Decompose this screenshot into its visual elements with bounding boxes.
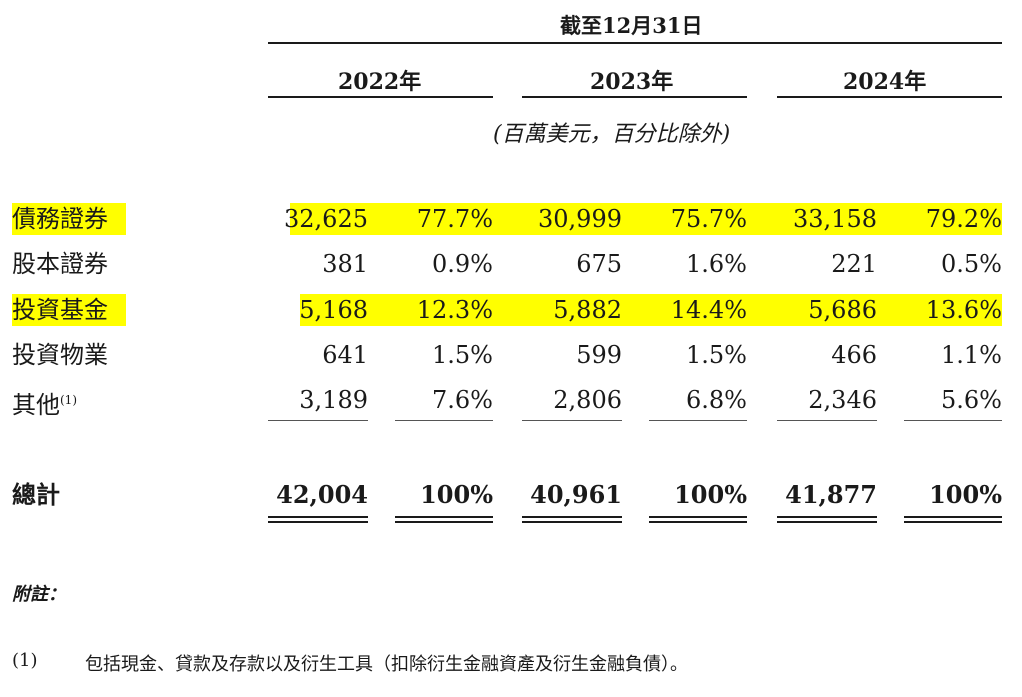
row-label-text: 其他 — [12, 391, 60, 419]
cell-2024-pct: 0.5% — [941, 250, 1002, 278]
subtotal-rule — [777, 420, 877, 421]
cell-2022-pct: 0.9% — [432, 250, 493, 278]
total-double-rule — [522, 516, 622, 523]
total-double-rule — [777, 516, 877, 523]
total-double-rule — [268, 516, 368, 523]
year-rule-2024 — [777, 96, 1002, 98]
cell-2024-amount: 2,346 — [808, 386, 877, 414]
row-label: 投資基金 — [12, 296, 108, 324]
subtotal-rule — [649, 420, 747, 421]
cell-2024-pct: 13.6% — [925, 296, 1002, 324]
cell-2022-pct: 7.6% — [432, 386, 493, 414]
total-2024-amount: 41,877 — [785, 480, 877, 509]
cell-2022-pct: 1.5% — [432, 341, 493, 369]
subtotal-rule — [395, 420, 493, 421]
period-rule — [268, 42, 1002, 44]
total-double-rule — [904, 516, 1002, 523]
cell-2022-pct: 12.3% — [416, 296, 493, 324]
unit-note: (百萬美元，百分比除外) — [493, 122, 731, 147]
total-label: 總計 — [12, 480, 60, 509]
cell-2022-amount: 381 — [322, 250, 368, 278]
cell-2022-amount: 3,189 — [299, 386, 368, 414]
total-2023-pct: 100% — [674, 480, 747, 509]
total-2022-amount: 42,004 — [276, 480, 368, 509]
period-header: 截至12月31日 — [560, 13, 703, 38]
cell-2022-pct: 77.7% — [416, 205, 493, 233]
total-double-rule — [649, 516, 747, 523]
subtotal-rule — [904, 420, 1002, 421]
cell-2023-pct: 1.6% — [686, 250, 747, 278]
notes-title: 附註： — [12, 584, 66, 605]
cell-2023-amount: 30,999 — [538, 205, 622, 233]
row-label: 股本證券 — [12, 250, 108, 278]
subtotal-rule — [522, 420, 622, 421]
row-label: 投資物業 — [12, 341, 108, 369]
total-2023-amount: 40,961 — [530, 480, 622, 509]
note-text: 包括現金、貸款及存款以及衍生工具（扣除衍生金融資產及衍生金融負債）。 — [85, 654, 688, 675]
subtotal-rule — [268, 420, 368, 421]
cell-2024-amount: 33,158 — [793, 205, 877, 233]
total-2024-pct: 100% — [929, 480, 1002, 509]
year-rule-2023 — [522, 96, 747, 98]
cell-2024-amount: 5,686 — [808, 296, 877, 324]
cell-2023-pct: 75.7% — [670, 205, 747, 233]
cell-2023-amount: 675 — [576, 250, 622, 278]
cell-2023-pct: 14.4% — [670, 296, 747, 324]
row-highlight-values — [290, 203, 1002, 235]
cell-2024-amount: 221 — [831, 250, 877, 278]
cell-2023-amount: 599 — [576, 341, 622, 369]
row-label: 債務證券 — [12, 205, 108, 233]
cell-2023-amount: 5,882 — [553, 296, 622, 324]
total-double-rule — [395, 516, 493, 523]
cell-2022-amount: 32,625 — [284, 205, 368, 233]
row-highlight-label — [12, 294, 126, 326]
cell-2024-pct: 79.2% — [925, 205, 1002, 233]
year-header-2023: 2023年 — [590, 69, 674, 95]
cell-2024-pct: 1.1% — [941, 341, 1002, 369]
cell-2023-amount: 2,806 — [553, 386, 622, 414]
cell-2023-pct: 6.8% — [686, 386, 747, 414]
year-header-2022: 2022年 — [338, 69, 422, 95]
year-header-2024: 2024年 — [843, 69, 927, 95]
total-2022-pct: 100% — [420, 480, 493, 509]
row-highlight-label — [12, 203, 126, 235]
cell-2024-amount: 466 — [831, 341, 877, 369]
row-highlight-values — [300, 294, 1002, 326]
cell-2023-pct: 1.5% — [686, 341, 747, 369]
footnote-marker: (1) — [60, 393, 77, 407]
year-rule-2022 — [268, 96, 493, 98]
cell-2022-amount: 641 — [322, 341, 368, 369]
cell-2022-amount: 5,168 — [299, 296, 368, 324]
cell-2024-pct: 5.6% — [941, 386, 1002, 414]
row-label: 其他(1) — [12, 385, 77, 420]
note-marker: (1) — [12, 650, 38, 671]
